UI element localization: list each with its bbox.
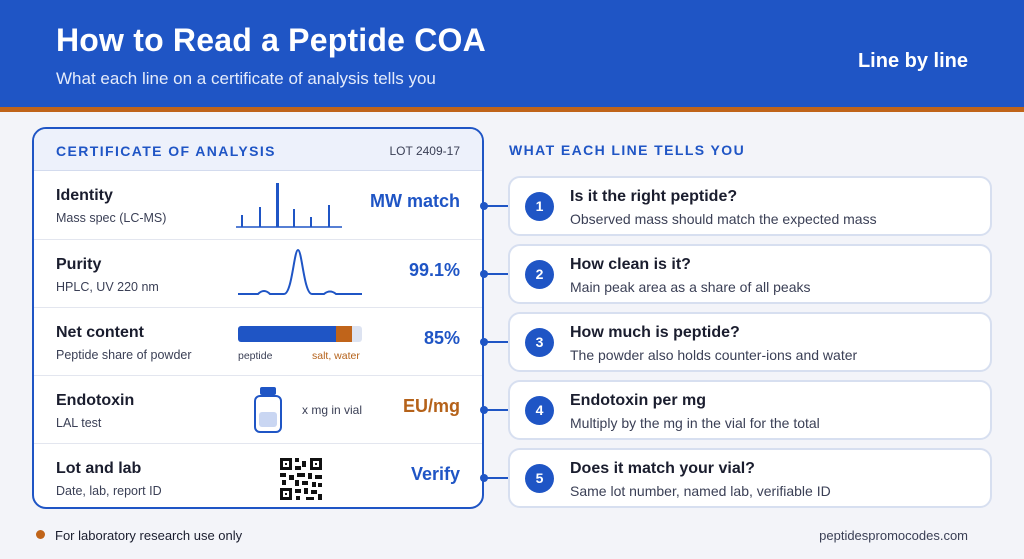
bar-label-salt-water: salt, water	[312, 350, 360, 362]
certificate-header: CERTIFICATE OF ANALYSIS LOT 2409-17	[34, 129, 482, 171]
row-value: 99.1%	[408, 260, 460, 280]
card-answer: Observed mass should match the expected …	[570, 211, 877, 227]
explanation-card-4: 4 Endotoxin per mg Multiply by the mg in…	[508, 380, 992, 440]
connector-line-2	[483, 273, 510, 275]
card-question: How much is peptide?	[570, 324, 740, 341]
explanation-card-2: 2 How clean is it? Main peak area as a s…	[508, 244, 992, 304]
row-sublabel: HPLC, UV 220 nm	[56, 280, 159, 294]
step-number-badge: 4	[525, 396, 554, 425]
explanation-card-1: 1 Is it the right peptide? Observed mass…	[508, 176, 992, 236]
connector-dot-5	[480, 474, 488, 482]
page-title: How to Read a Peptide COA	[56, 22, 486, 58]
connector-dot-1	[480, 202, 488, 210]
row-value: EU/mg	[402, 396, 460, 416]
explanation-card-5: 5 Does it match your vial? Same lot numb…	[508, 448, 992, 508]
coa-row-lot-and-lab: Lot and lab Date, lab, report ID Verify	[34, 443, 482, 507]
row-label: Endotoxin	[56, 392, 135, 409]
connector-line-5	[483, 477, 510, 479]
row-sublabel: Date, lab, report ID	[56, 484, 162, 498]
bar-label-peptide: peptide	[238, 350, 273, 362]
footer-site-link[interactable]: peptidespromocodes.com	[819, 528, 968, 543]
step-number-badge: 5	[525, 464, 554, 493]
card-answer: Same lot number, named lab, verifiable I…	[570, 483, 831, 499]
explanations-title: WHAT EACH LINE TELLS YOU	[509, 142, 746, 158]
peptide-segment	[238, 326, 336, 342]
card-question: Does it match your vial?	[570, 460, 755, 477]
card-question: How clean is it?	[570, 256, 691, 273]
header-banner: How to Read a Peptide COA What each line…	[0, 0, 1024, 107]
card-answer: The powder also holds counter-ions and w…	[570, 347, 858, 363]
row-sublabel: LAL test	[56, 416, 102, 430]
mass-spectrum-icon	[236, 183, 342, 228]
row-sublabel: Peptide share of powder	[56, 348, 192, 362]
card-question: Endotoxin per mg	[570, 392, 706, 409]
certificate-title: CERTIFICATE OF ANALYSIS	[56, 143, 276, 159]
step-number-badge: 1	[525, 192, 554, 221]
qr-code-icon	[278, 456, 324, 502]
coa-row-net-content: Net content Peptide share of powder pept…	[34, 307, 482, 375]
row-value: Verify	[410, 464, 460, 484]
connector-line-1	[483, 205, 510, 207]
row-label: Lot and lab	[56, 460, 142, 477]
coa-row-endotoxin: Endotoxin LAL test x mg in vial EU/mg	[34, 375, 482, 443]
card-question: Is it the right peptide?	[570, 188, 738, 205]
header-tagline: Line by line	[857, 50, 968, 72]
explanation-card-3: 3 How much is peptide? The powder also h…	[508, 312, 992, 372]
salt-water-segment	[336, 326, 352, 342]
row-sublabel: Mass spec (LC-MS)	[56, 211, 167, 225]
connector-line-3	[483, 341, 510, 343]
coa-row-identity: Identity Mass spec (LC-MS) MW match	[34, 171, 482, 239]
vial-icon	[254, 387, 282, 433]
page-subtitle: What each line on a certificate of analy…	[56, 69, 436, 88]
row-value: MW match	[370, 191, 460, 211]
row-label: Net content	[56, 324, 144, 341]
net-content-bar	[238, 326, 362, 342]
hplc-chromatogram-icon	[238, 248, 362, 295]
card-answer: Multiply by the mg in the vial for the t…	[570, 415, 820, 431]
row-label: Purity	[56, 256, 102, 273]
footer-bullet-dot	[36, 530, 45, 539]
connector-dot-3	[480, 338, 488, 346]
footer-disclaimer: For laboratory research use only	[55, 528, 243, 543]
header-accent-stripe	[0, 107, 1024, 112]
connector-line-4	[483, 409, 510, 411]
coa-row-purity: Purity HPLC, UV 220 nm 99.1%	[34, 239, 482, 307]
step-number-badge: 3	[525, 328, 554, 357]
step-number-badge: 2	[525, 260, 554, 289]
vial-note: x mg in vial	[302, 403, 363, 417]
row-value: 85%	[423, 328, 460, 348]
certificate-lot: LOT 2409-17	[389, 144, 461, 158]
card-answer: Main peak area as a share of all peaks	[570, 279, 811, 295]
connector-dot-4	[480, 406, 488, 414]
row-label: Identity	[56, 187, 113, 204]
connector-dot-2	[480, 270, 488, 278]
certificate-panel: CERTIFICATE OF ANALYSIS LOT 2409-17 Iden…	[32, 127, 484, 509]
